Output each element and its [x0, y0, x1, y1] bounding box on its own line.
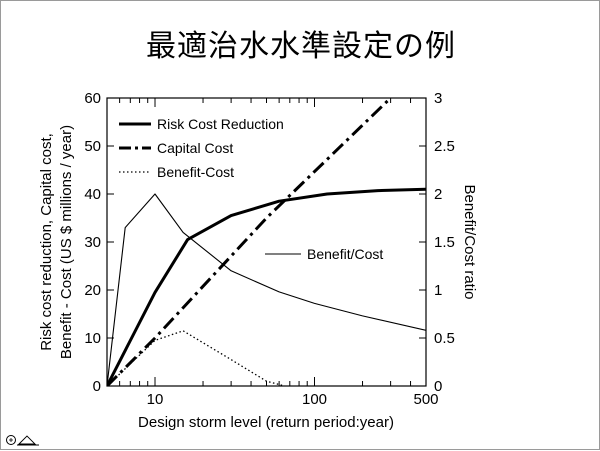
x-tick-label: 500 — [413, 391, 438, 408]
y-left-tick-label: 20 — [84, 282, 101, 299]
y-right-tick-label: 1.5 — [434, 234, 455, 251]
legend: Risk Cost Reduction Capital Cost Benefit… — [119, 116, 284, 180]
legend-label-capital-cost: Capital Cost — [157, 140, 233, 156]
x-tick-label: 100 — [302, 391, 327, 408]
series-line-capital-cost — [107, 98, 392, 386]
y-axis-label-left-line1: Risk cost reduction, Capital cost, — [38, 133, 55, 351]
y-right-tick-label: 1 — [434, 282, 442, 299]
y-right-tick-label: 3 — [434, 90, 442, 107]
series-line-benefit-cost — [107, 193, 426, 386]
plot-frame — [106, 97, 427, 387]
axis-ticks: 0 10 20 30 40 50 60 0 0.5 1 1.5 2 2.5 3 10 100 500 — [84, 90, 455, 408]
y-left-tick-label: 50 — [84, 138, 101, 155]
x-tick-label: 10 — [147, 391, 164, 408]
legend-label-benefit-cost: Benefit-Cost — [157, 164, 234, 180]
slide-title: 最適治水水準設定の例 — [146, 29, 456, 64]
legend-label-risk-cost-reduction: Risk Cost Reduction — [157, 116, 284, 132]
y-right-tick-label: 0 — [434, 378, 442, 395]
series-line-benefit-cost — [107, 330, 285, 386]
y-left-tick-label: 60 — [84, 90, 101, 107]
series-lines — [107, 98, 426, 386]
x-axis-label: Design storm level (return period:year) — [138, 414, 394, 431]
y-right-tick-label: 2 — [434, 186, 442, 203]
y-axis-label-left-line2: Benefit - Cost (US $ millions / year) — [58, 125, 75, 359]
y-right-tick-label: 2.5 — [434, 138, 455, 155]
logo-icon — [6, 435, 39, 446]
y-left-tick-label: 30 — [84, 234, 101, 251]
y-left-tick-label: 0 — [93, 378, 101, 395]
y-right-tick-label: 0.5 — [434, 330, 455, 347]
series-line-risk-cost-reduction — [107, 187, 426, 386]
y-left-tick-label: 40 — [84, 186, 101, 203]
annotation-benefit-cost-ratio: Benefit/Cost — [307, 246, 383, 262]
y-axis-label-right: Benefit/Cost ratio — [461, 184, 478, 299]
y-left-tick-label: 10 — [84, 330, 101, 347]
